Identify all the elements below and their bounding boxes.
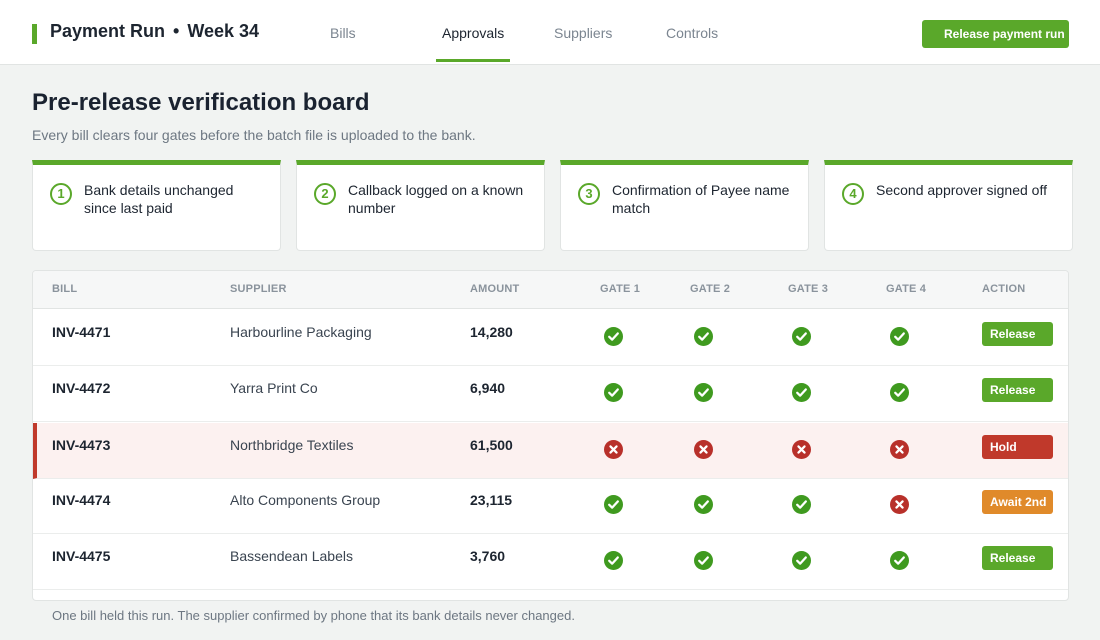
brand-accent-bar xyxy=(32,24,37,44)
check-circle-icon xyxy=(890,383,909,402)
check-circle-icon xyxy=(890,327,909,346)
check-circle-icon xyxy=(890,551,909,570)
top-bar: Payment Run • Week 34 Bills Approvals Supp… xyxy=(0,0,1100,65)
release-action-button[interactable]: Release xyxy=(982,546,1053,570)
table-row: INV-4475 Bassendean Labels 3,760 Release xyxy=(33,534,1068,590)
table-row: INV-4474 Alto Components Group 23,115 Await… xyxy=(33,478,1068,534)
x-circle-icon xyxy=(890,440,909,459)
release-action-button[interactable]: Release xyxy=(982,378,1053,402)
table-row: INV-4471 Harbourline Packaging 14,280 Relea… xyxy=(33,310,1068,366)
bill-id: INV-4471 xyxy=(52,324,111,340)
tab-bills[interactable]: Bills xyxy=(330,25,356,41)
column-header-amount: AMOUNT xyxy=(470,283,520,295)
bill-id: INV-4473 xyxy=(52,437,111,453)
gate-label: Callback logged on a known number xyxy=(348,182,524,216)
table-header: BILL SUPPLIER AMOUNT GATE 1 GATE 2 GATE … xyxy=(33,271,1068,309)
gate-card-4: 4 Second approver signed off xyxy=(824,160,1073,251)
column-header-action: ACTION xyxy=(982,283,1026,295)
check-circle-icon xyxy=(604,383,623,402)
column-header-gate-2: GATE 2 xyxy=(690,283,731,295)
x-circle-icon xyxy=(890,495,909,514)
check-circle-icon xyxy=(792,495,811,514)
bill-amount: 14,280 xyxy=(470,324,513,340)
check-circle-icon xyxy=(694,551,713,570)
x-circle-icon xyxy=(792,440,811,459)
hold-action-button[interactable]: Hold xyxy=(982,435,1053,459)
check-circle-icon xyxy=(694,383,713,402)
column-header-bill: BILL xyxy=(52,283,78,295)
gate-card-2: 2 Callback logged on a known number xyxy=(296,160,545,251)
table-row: INV-4473 Northbridge Textiles 61,500 Hold xyxy=(33,423,1068,479)
gate-number-badge: 4 xyxy=(842,183,864,205)
bill-id: INV-4472 xyxy=(52,380,111,396)
tab-controls[interactable]: Controls xyxy=(666,25,719,41)
await-action-button[interactable]: Await 2nd xyxy=(982,490,1053,514)
gate-card-3: 3 Confirmation of Payee name match xyxy=(560,160,809,251)
column-header-gate-1: GATE 1 xyxy=(600,283,641,295)
column-header-gate-4: GATE 4 xyxy=(886,283,927,295)
check-circle-icon xyxy=(792,383,811,402)
supplier-name: Alto Components Group xyxy=(230,492,381,508)
bill-amount: 6,940 xyxy=(470,380,506,396)
check-circle-icon xyxy=(604,551,623,570)
table-row: INV-4472 Yarra Print Co 6,940 Release xyxy=(33,366,1068,422)
gate-card-1: 1 Bank details unchanged since last paid xyxy=(32,160,281,251)
app-title-name: Payment Run xyxy=(50,21,166,41)
tab-suppliers[interactable]: Suppliers xyxy=(554,25,613,41)
page-title: Pre-release verification board xyxy=(32,89,370,116)
gate-label: Confirmation of Payee name match xyxy=(612,182,790,216)
bill-id: INV-4475 xyxy=(52,548,111,564)
check-circle-icon xyxy=(604,327,623,346)
gate-label: Second approver signed off xyxy=(876,182,1047,198)
gate-number-badge: 2 xyxy=(314,183,336,205)
bill-amount: 3,760 xyxy=(470,548,506,564)
check-circle-icon xyxy=(694,327,713,346)
app-title: Payment Run • Week 34 xyxy=(50,21,259,42)
gate-label: Bank details unchanged since last paid xyxy=(84,182,234,216)
release-action-button[interactable]: Release xyxy=(982,322,1053,346)
supplier-name: Yarra Print Co xyxy=(230,380,318,396)
bill-amount: 61,500 xyxy=(470,437,513,453)
check-circle-icon xyxy=(604,495,623,514)
column-header-supplier: SUPPLIER xyxy=(230,283,287,295)
tab-approvals[interactable]: Approvals xyxy=(436,25,511,62)
gate-number-badge: 1 xyxy=(50,183,72,205)
release-payment-run-button[interactable]: Release payment run xyxy=(922,20,1069,48)
supplier-name: Harbourline Packaging xyxy=(230,324,372,340)
column-header-gate-3: GATE 3 xyxy=(788,283,829,295)
x-circle-icon xyxy=(604,440,623,459)
bill-id: INV-4474 xyxy=(52,492,111,508)
title-separator: • xyxy=(173,21,180,41)
supplier-name: Northbridge Textiles xyxy=(230,437,354,453)
check-circle-icon xyxy=(792,327,811,346)
gate-number-badge: 3 xyxy=(578,183,600,205)
footnote: One bill held this run. The supplier con… xyxy=(52,608,575,623)
bills-table: BILL SUPPLIER AMOUNT GATE 1 GATE 2 GATE … xyxy=(32,270,1069,601)
app-title-week: Week 34 xyxy=(187,21,260,41)
x-circle-icon xyxy=(694,440,713,459)
check-circle-icon xyxy=(792,551,811,570)
supplier-name: Bassendean Labels xyxy=(230,548,353,564)
bill-amount: 23,115 xyxy=(470,492,513,508)
check-circle-icon xyxy=(694,495,713,514)
page-subtitle: Every bill clears four gates before the … xyxy=(32,127,476,143)
